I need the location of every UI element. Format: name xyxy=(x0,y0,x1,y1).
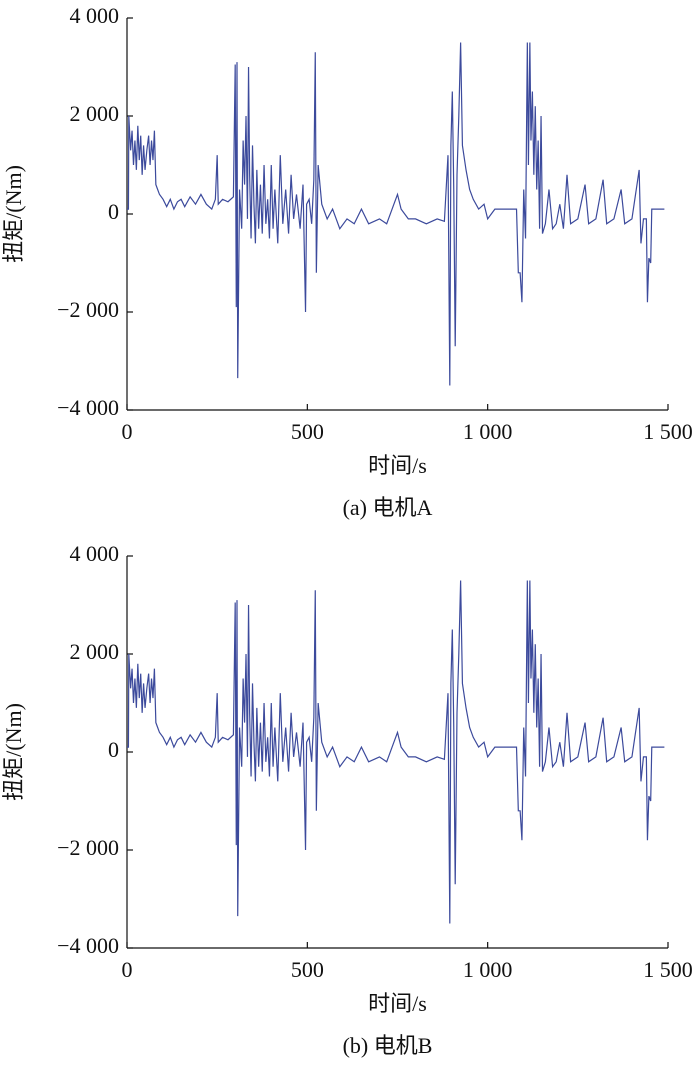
x-tick-label: 0 xyxy=(122,419,133,444)
y-tick-label: 0 xyxy=(108,737,119,762)
subplot-title: (b) 电机B xyxy=(343,1033,433,1058)
x-tick-label: 500 xyxy=(291,957,324,982)
subplot-title: (a) 电机A xyxy=(343,495,433,520)
x-tick-label: 1 500 xyxy=(643,957,693,982)
x-tick-label: 1 500 xyxy=(643,419,693,444)
y-axis-label: 扭矩/(Nm) xyxy=(1,165,26,263)
y-tick-label: −4 000 xyxy=(57,933,119,958)
x-tick-label: 1 000 xyxy=(463,957,513,982)
y-tick-label: 2 000 xyxy=(70,639,120,664)
y-tick-label: −4 000 xyxy=(57,395,119,420)
x-tick-label: 500 xyxy=(291,419,324,444)
data-line xyxy=(127,42,665,386)
data-line xyxy=(127,580,665,924)
x-tick-label: 0 xyxy=(122,957,133,982)
x-tick-label: 1 000 xyxy=(463,419,513,444)
y-tick-label: −2 000 xyxy=(57,297,119,322)
y-tick-label: 4 000 xyxy=(70,3,120,28)
y-tick-label: −2 000 xyxy=(57,835,119,860)
y-tick-label: 2 000 xyxy=(70,101,120,126)
y-tick-label: 0 xyxy=(108,199,119,224)
x-axis-label: 时间/s xyxy=(368,991,427,1016)
y-tick-label: 4 000 xyxy=(70,541,120,566)
x-axis-label: 时间/s xyxy=(368,453,427,478)
y-axis-label: 扭矩/(Nm) xyxy=(1,703,26,801)
